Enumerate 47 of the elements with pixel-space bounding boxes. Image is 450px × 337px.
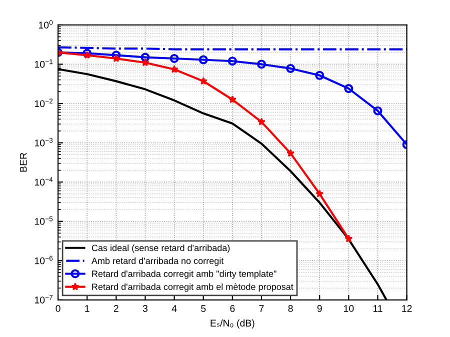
- point: [228, 95, 236, 104]
- legend-label: Amb retard d'arribada no corregit: [91, 257, 224, 266]
- y-tick-label: 10$^{−6}$: [34, 256, 53, 264]
- x-tick-label: 12: [402, 305, 412, 312]
- x-tick-label: 2: [114, 305, 118, 312]
- y-tick-label: 10$^{−7}$: [34, 295, 53, 304]
- point: [286, 64, 296, 73]
- point: [256, 60, 266, 69]
- x-tick-label: 1: [85, 305, 90, 312]
- x-tick-label: 8: [288, 305, 293, 312]
- point: [170, 65, 178, 73]
- point: [344, 84, 354, 94]
- legend-label: Cas ideal (sense retard d'arribada): [92, 244, 230, 253]
- x-tick-label: 4: [172, 305, 177, 312]
- x-tick-label: 3: [142, 305, 148, 312]
- y-tick-label: 10$^{−2}$: [34, 98, 53, 108]
- legend-label: Retard d'arribada corregit amb "dirty template": [92, 270, 276, 279]
- point: [83, 51, 92, 59]
- point: [373, 106, 382, 116]
- point: [198, 55, 208, 64]
- point: [140, 52, 150, 62]
- x-tick-label: 11: [373, 305, 382, 312]
- x-tick-label: 0: [56, 305, 60, 312]
- y-axis-title: BER: [20, 152, 27, 172]
- y-tick-label: 10$^{0}$: [38, 20, 53, 29]
- point: [82, 48, 92, 58]
- point: [228, 56, 237, 66]
- x-tick-label: 9: [317, 305, 322, 312]
- point: [257, 118, 266, 126]
- point: [141, 58, 150, 66]
- point: [344, 234, 353, 242]
- x-tick-label: 10: [344, 305, 354, 312]
- y-tick-label: 10$^{−4}$: [34, 177, 53, 186]
- point: [286, 149, 295, 157]
- point: [316, 190, 324, 198]
- x-tick-label: 5: [201, 305, 206, 312]
- point: [170, 54, 179, 63]
- point: [199, 77, 208, 85]
- y-tick-label: 10$^{−5}$: [34, 216, 53, 225]
- x-tick-label: 7: [259, 305, 264, 312]
- y-tick-label: 10$^{−3}$: [34, 138, 53, 146]
- point: [315, 70, 324, 80]
- x-tick-label: 6: [230, 305, 235, 312]
- legend-label: Retard d'arribada corregit amb el mètode proposat: [92, 283, 294, 292]
- x-axis-title: Eₛ/N₀ (dB): [210, 319, 254, 328]
- y-tick-label: 10$^{−1}$: [34, 59, 53, 68]
- point: [112, 54, 120, 62]
